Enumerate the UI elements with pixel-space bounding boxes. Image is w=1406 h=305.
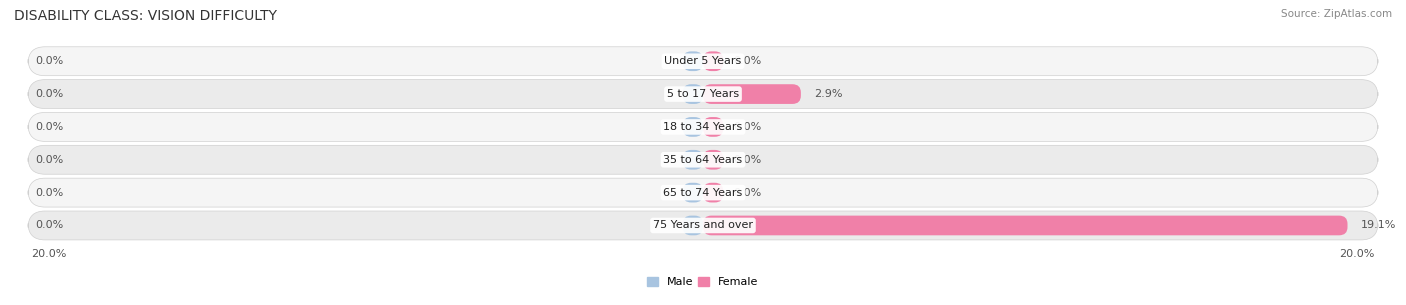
- Text: 0.0%: 0.0%: [734, 188, 762, 198]
- Text: 20.0%: 20.0%: [1339, 249, 1375, 259]
- Text: 35 to 64 Years: 35 to 64 Years: [664, 155, 742, 165]
- FancyBboxPatch shape: [683, 216, 703, 235]
- FancyBboxPatch shape: [703, 150, 723, 170]
- FancyBboxPatch shape: [28, 211, 1378, 240]
- Text: Under 5 Years: Under 5 Years: [665, 56, 741, 66]
- Text: 20.0%: 20.0%: [31, 249, 67, 259]
- FancyBboxPatch shape: [703, 51, 723, 71]
- FancyBboxPatch shape: [683, 183, 703, 203]
- Text: DISABILITY CLASS: VISION DIFFICULTY: DISABILITY CLASS: VISION DIFFICULTY: [14, 9, 277, 23]
- Text: 75 Years and over: 75 Years and over: [652, 221, 754, 231]
- FancyBboxPatch shape: [28, 145, 1378, 174]
- Text: 0.0%: 0.0%: [35, 155, 63, 165]
- FancyBboxPatch shape: [703, 117, 723, 137]
- Text: 0.0%: 0.0%: [35, 221, 63, 231]
- FancyBboxPatch shape: [703, 183, 723, 203]
- Text: 0.0%: 0.0%: [734, 122, 762, 132]
- FancyBboxPatch shape: [28, 178, 1378, 207]
- Text: 18 to 34 Years: 18 to 34 Years: [664, 122, 742, 132]
- Text: 19.1%: 19.1%: [1361, 221, 1396, 231]
- FancyBboxPatch shape: [703, 216, 1347, 235]
- FancyBboxPatch shape: [683, 117, 703, 137]
- FancyBboxPatch shape: [703, 84, 801, 104]
- Text: 0.0%: 0.0%: [35, 56, 63, 66]
- Text: Source: ZipAtlas.com: Source: ZipAtlas.com: [1281, 9, 1392, 19]
- Text: 0.0%: 0.0%: [35, 122, 63, 132]
- Text: 2.9%: 2.9%: [814, 89, 842, 99]
- Text: 0.0%: 0.0%: [35, 188, 63, 198]
- FancyBboxPatch shape: [28, 113, 1378, 142]
- Legend: Male, Female: Male, Female: [643, 272, 763, 292]
- FancyBboxPatch shape: [683, 84, 703, 104]
- Text: 0.0%: 0.0%: [734, 56, 762, 66]
- FancyBboxPatch shape: [683, 150, 703, 170]
- Text: 65 to 74 Years: 65 to 74 Years: [664, 188, 742, 198]
- Text: 0.0%: 0.0%: [35, 89, 63, 99]
- Text: 0.0%: 0.0%: [734, 155, 762, 165]
- FancyBboxPatch shape: [28, 47, 1378, 76]
- Text: 5 to 17 Years: 5 to 17 Years: [666, 89, 740, 99]
- FancyBboxPatch shape: [683, 51, 703, 71]
- FancyBboxPatch shape: [28, 80, 1378, 109]
